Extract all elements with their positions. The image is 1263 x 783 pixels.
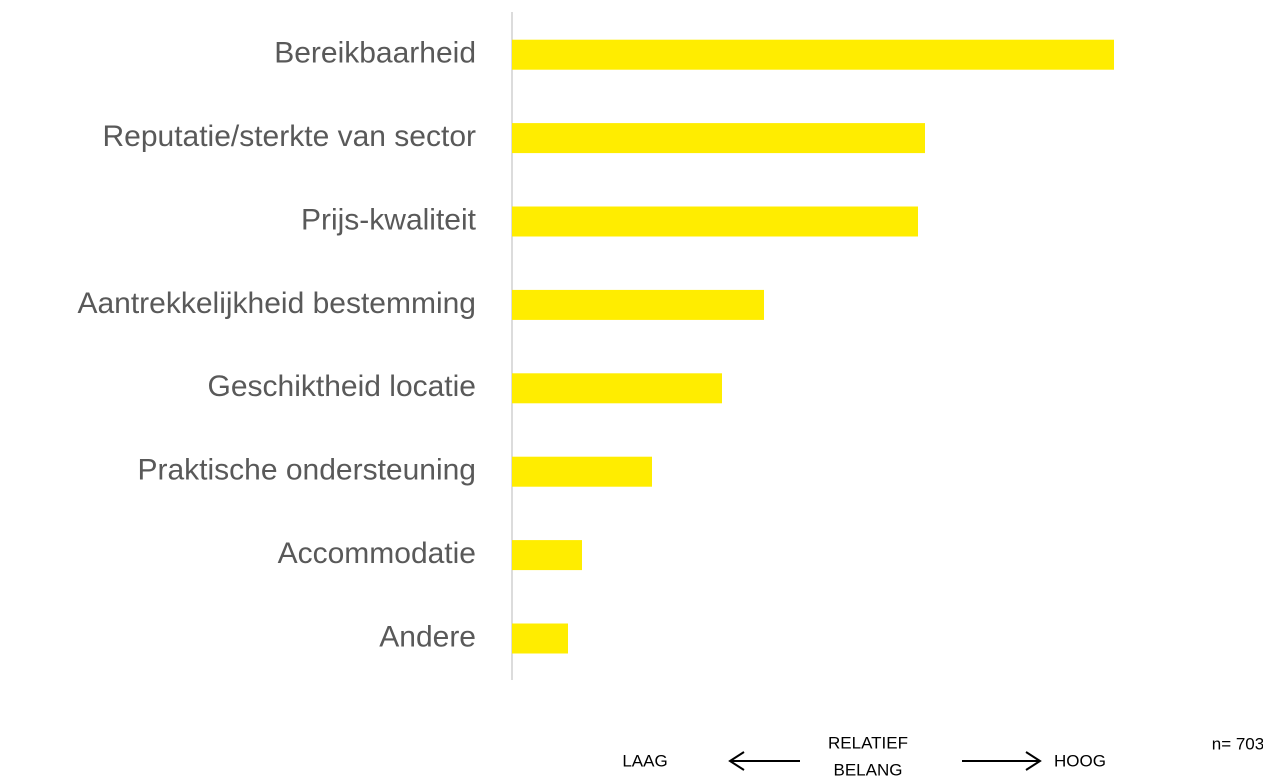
sample-size: n= 703 <box>1212 734 1263 753</box>
bar <box>512 456 652 487</box>
right-arrow <box>962 751 1042 771</box>
bar <box>512 289 764 320</box>
bar <box>512 123 925 154</box>
high-label: HOOG <box>1054 751 1106 770</box>
category-label: Reputatie/sterkte van sector <box>102 120 476 153</box>
category-label: Prijs-kwaliteit <box>301 203 477 236</box>
low-label: LAAG <box>622 751 667 770</box>
category-label: Praktische ondersteuning <box>137 454 476 487</box>
left-arrow <box>728 751 800 771</box>
category-label: Accommodatie <box>278 537 476 570</box>
bar <box>512 206 918 237</box>
middle-label: RELATIEF <box>828 733 908 752</box>
bar <box>512 540 582 571</box>
category-label: Bereikbaarheid <box>274 37 476 70</box>
middle-label: BELANG <box>834 760 903 778</box>
bar <box>512 373 722 404</box>
category-label: Andere <box>379 620 476 653</box>
bar <box>512 39 1114 70</box>
category-label: Geschiktheid locatie <box>208 370 476 403</box>
category-label: Aantrekkelijkheid bestemming <box>77 287 476 320</box>
bar <box>512 623 568 654</box>
